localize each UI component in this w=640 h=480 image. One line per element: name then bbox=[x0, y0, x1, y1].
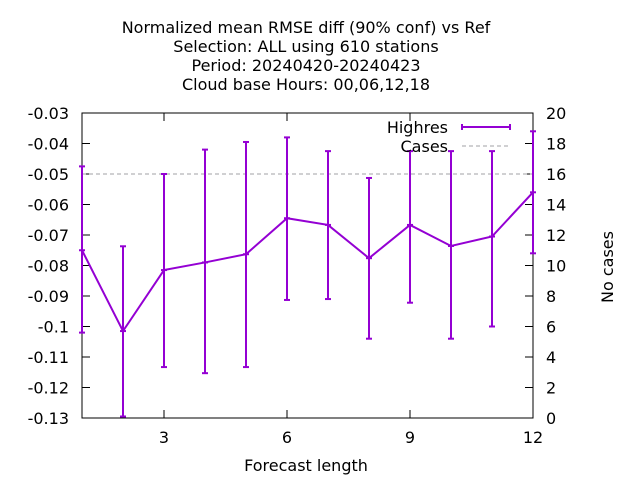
axis-ticks: -0.13 -0.12 -0.11 -0.1 -0.09 -0.08 -0.07 -0.06 -… bbox=[28, 104, 567, 447]
y2-tick-label: 16 bbox=[546, 165, 566, 184]
x-tick-label: 9 bbox=[405, 428, 415, 447]
legend-label: Highres bbox=[387, 118, 448, 137]
y-tick-label: -0.05 bbox=[28, 165, 69, 184]
y2-tick-label: 20 bbox=[546, 104, 566, 123]
y-tick-label: -0.11 bbox=[28, 348, 69, 367]
x-tick-label: 12 bbox=[523, 428, 543, 447]
title-line: Period: 20240420-20240423 bbox=[191, 56, 420, 75]
y-tick-label: -0.06 bbox=[28, 196, 69, 215]
y2-tick-label: 4 bbox=[546, 348, 556, 367]
title-line: Selection: ALL using 610 stations bbox=[173, 37, 438, 56]
y2-tick-label: 8 bbox=[546, 287, 556, 306]
series-group bbox=[79, 130, 536, 418]
y-tick-label: -0.03 bbox=[28, 104, 69, 123]
y-tick-label: -0.1 bbox=[38, 318, 69, 337]
legend-label: Cases bbox=[401, 137, 449, 156]
y2-tick-label: 18 bbox=[546, 135, 566, 154]
y-tick-label: -0.12 bbox=[28, 379, 69, 398]
title-line: Normalized mean RMSE diff (90% conf) vs … bbox=[122, 18, 491, 37]
y2-tick-label: 0 bbox=[546, 409, 556, 428]
y2-tick-label: 14 bbox=[546, 196, 566, 215]
y-tick-label: -0.09 bbox=[28, 287, 69, 306]
chart-title: Normalized mean RMSE diff (90% conf) vs … bbox=[122, 18, 491, 94]
y2-axis-label: No cases bbox=[598, 231, 617, 303]
y-tick-label: -0.04 bbox=[28, 135, 69, 154]
y-tick-label: -0.08 bbox=[28, 257, 69, 276]
series-highres-line bbox=[81, 191, 534, 334]
y2-tick-label: 2 bbox=[546, 379, 556, 398]
y-tick-label: -0.07 bbox=[28, 226, 69, 245]
plot-frame bbox=[81, 112, 534, 419]
x-tick-label: 6 bbox=[282, 428, 292, 447]
x-axis-label: Forecast length bbox=[244, 456, 368, 475]
y-tick-label: -0.13 bbox=[28, 409, 69, 428]
y2-tick-label: 12 bbox=[546, 226, 566, 245]
x-tick-label: 3 bbox=[159, 428, 169, 447]
y2-tick-label: 10 bbox=[546, 257, 566, 276]
y2-tick-label: 6 bbox=[546, 318, 556, 337]
title-line: Cloud base Hours: 00,06,12,18 bbox=[182, 75, 430, 94]
